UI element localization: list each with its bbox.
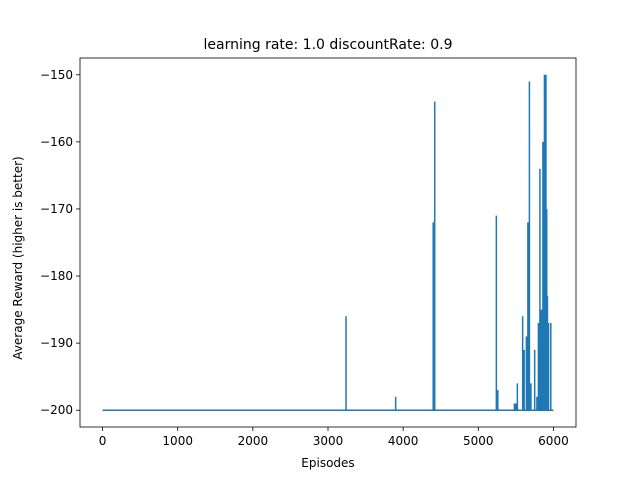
y-axis-label: Average Reward (higher is better) [11,156,25,359]
x-tick-label: 5000 [463,434,494,448]
x-axis-label: Episodes [301,456,354,470]
x-tick-label: 3000 [313,434,344,448]
y-tick-label: −170 [40,202,73,216]
y-axis-ticks: −200 −190 −180 −170 −160 −150 [40,68,80,417]
y-tick-label: −180 [40,269,73,283]
x-tick-label: 6000 [538,434,569,448]
y-tick-label: −150 [40,68,73,82]
x-tick-label: 2000 [238,434,269,448]
y-tick-label: −190 [40,336,73,350]
x-tick-label: 1000 [162,434,193,448]
y-tick-label: −160 [40,135,73,149]
x-tick-label: 0 [99,434,107,448]
chart-title: learning rate: 1.0 discountRate: 0.9 [204,37,453,53]
x-tick-label: 4000 [388,434,419,448]
series-line [102,74,554,411]
x-axis-ticks: 0 1000 2000 3000 4000 5000 6000 [99,427,569,448]
plot-area [102,74,554,411]
y-tick-label: −200 [40,403,73,417]
